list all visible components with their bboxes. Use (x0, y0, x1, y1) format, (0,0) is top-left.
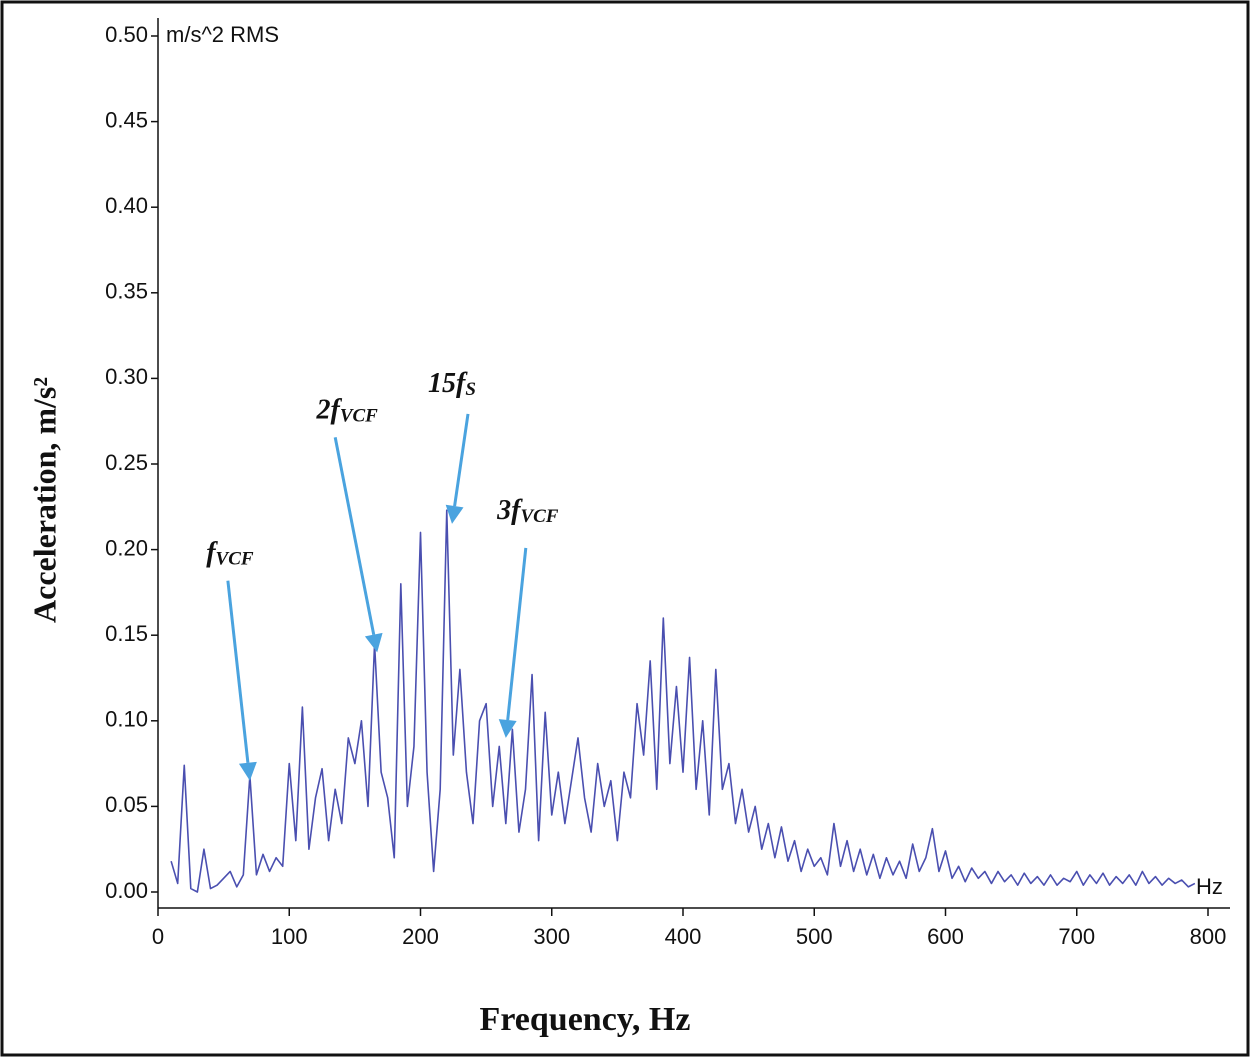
annotation: fVCF (206, 538, 254, 570)
annotation-subscript: VCF (520, 506, 558, 527)
annotation: 15fS (428, 368, 476, 400)
annotation: 2fVCF (316, 395, 379, 427)
x-tick-label: 0 (152, 924, 164, 949)
annotation-arrow (226, 580, 250, 763)
annotation-arrow (333, 437, 376, 635)
x-tick-label: 500 (796, 924, 833, 949)
x-tick-label: 600 (927, 924, 964, 949)
x-tick-label: 800 (1190, 924, 1227, 949)
y-tick-label: 0.45 (105, 107, 148, 132)
y-tick-label: 0.00 (105, 878, 148, 903)
annotation-arrowhead (445, 504, 464, 524)
annotation-text: 15f (428, 368, 468, 399)
annotation-text: f (206, 538, 218, 569)
x-unit: Hz (1196, 874, 1223, 899)
y-tick-label: 0.50 (105, 22, 148, 47)
annotation-arrowhead (498, 719, 517, 738)
y-tick-label: 0.40 (105, 193, 148, 218)
annotation-subscript: S (465, 379, 476, 400)
x-tick-label: 400 (665, 924, 702, 949)
x-tick-label: 200 (402, 924, 439, 949)
annotation-text: 3f (496, 495, 523, 526)
x-axis-label: Frequency, Hz (480, 1001, 691, 1038)
y-tick-label: 0.30 (105, 364, 148, 389)
y-unit: m/s^2 RMS (166, 22, 279, 47)
x-tick-label: 300 (533, 924, 570, 949)
x-tick-label: 100 (271, 924, 308, 949)
y-tick-label: 0.20 (105, 535, 148, 560)
annotation-arrow (506, 547, 528, 721)
annotation-arrow (453, 413, 470, 507)
annotation-subscript: VCF (216, 549, 254, 570)
y-tick-label: 0.35 (105, 279, 148, 304)
annotation: 3fVCF (496, 495, 559, 527)
y-tick-label: 0.25 (105, 450, 148, 475)
x-tick-label: 700 (1058, 924, 1095, 949)
y-axis-label: Acceleration, m/s² (26, 377, 62, 623)
annotation-arrowhead (238, 761, 257, 781)
y-tick-label: 0.15 (105, 621, 148, 646)
annotation-subscript: VCF (340, 406, 378, 427)
annotation-arrowhead (364, 632, 383, 653)
annotation-text: 2f (316, 395, 343, 426)
y-tick-label: 0.05 (105, 792, 148, 817)
spectrum-line (170, 509, 1196, 893)
y-tick-label: 0.10 (105, 707, 148, 732)
